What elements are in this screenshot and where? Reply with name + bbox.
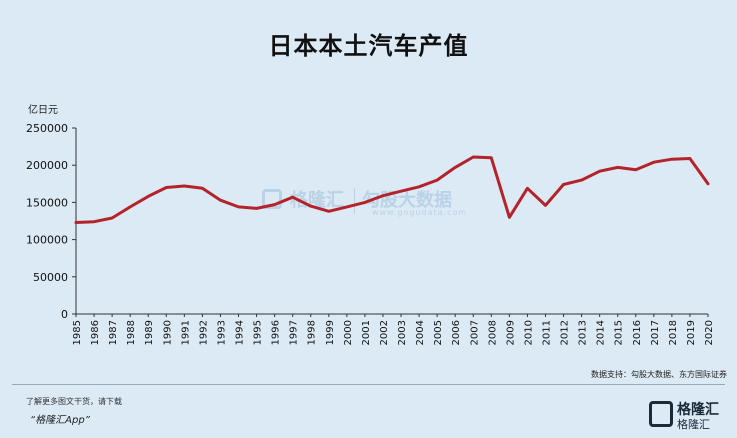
x-tick-label: 2010 [523, 320, 534, 345]
y-tick-label: 50000 [33, 271, 68, 284]
x-tick-label: 2002 [379, 320, 390, 345]
series-line [74, 155, 710, 224]
x-tick-label: 1988 [126, 320, 137, 345]
x-tick-label: 1994 [235, 320, 246, 345]
y-tick-label: 200000 [26, 159, 68, 172]
brand-name: 格隆汇 [677, 402, 719, 418]
x-tick-label: 1998 [307, 320, 318, 345]
x-tick-label: 2014 [596, 320, 607, 345]
page-title: 日本本土汽车产值 [268, 32, 469, 60]
y-tick-label: 0 [61, 308, 68, 321]
x-tick-label: 1992 [198, 320, 209, 345]
brand-domain: 格隆汇 [677, 418, 710, 431]
x-tick-label: 1995 [253, 320, 264, 345]
x-tick-label: 2011 [541, 320, 552, 345]
x-tick-label: 2003 [397, 320, 408, 345]
y-tick-label: 100000 [26, 234, 68, 247]
x-tick-label: 2006 [451, 320, 462, 345]
x-tick-label: 2012 [560, 320, 571, 345]
x-tick-label: 2020 [704, 320, 715, 345]
footer-text-line-2: “格隆汇App” [30, 415, 90, 426]
x-tick-label: 2013 [578, 320, 589, 345]
x-tick-label: 2005 [433, 320, 444, 345]
x-tick-label: 1986 [90, 320, 101, 345]
x-tick-label: 2004 [415, 320, 426, 345]
x-tick-label: 2017 [650, 320, 661, 345]
y-axis-unit: 亿日元 [28, 105, 58, 116]
x-tick-label: 1987 [108, 320, 119, 345]
x-tick-label: 1991 [180, 320, 191, 345]
footer-divider [12, 384, 725, 385]
x-tick-label: 1999 [325, 320, 336, 345]
x-tick-label: 2018 [668, 320, 679, 345]
x-tick-label: 1997 [289, 320, 300, 345]
y-tick-label: 150000 [26, 196, 68, 209]
x-tick-label: 2009 [505, 320, 516, 345]
y-tick-label: 250000 [26, 122, 68, 135]
x-tick-label: 2008 [487, 320, 498, 345]
brand-icon [649, 401, 673, 427]
x-tick-label: 2015 [614, 320, 625, 345]
x-tick-label: 1996 [271, 320, 282, 345]
footer-text-line-1: 了解更多图文干货，请下载 [26, 397, 122, 406]
x-tick-label: 2007 [469, 320, 480, 345]
x-tick-label: 1989 [144, 320, 155, 345]
x-tick-label: 2016 [632, 320, 643, 345]
x-tick-label: 2019 [686, 320, 697, 345]
x-tick-label: 1985 [72, 320, 83, 345]
x-tick-label: 2001 [361, 320, 372, 345]
x-tick-label: 2000 [343, 320, 354, 345]
brand-logo: 格隆汇 格隆汇 [649, 399, 729, 433]
x-tick-label: 1993 [216, 320, 227, 345]
x-tick-label: 1990 [162, 320, 173, 345]
data-source: 数据支持：勾股大数据、东方国际证券 [591, 370, 727, 379]
